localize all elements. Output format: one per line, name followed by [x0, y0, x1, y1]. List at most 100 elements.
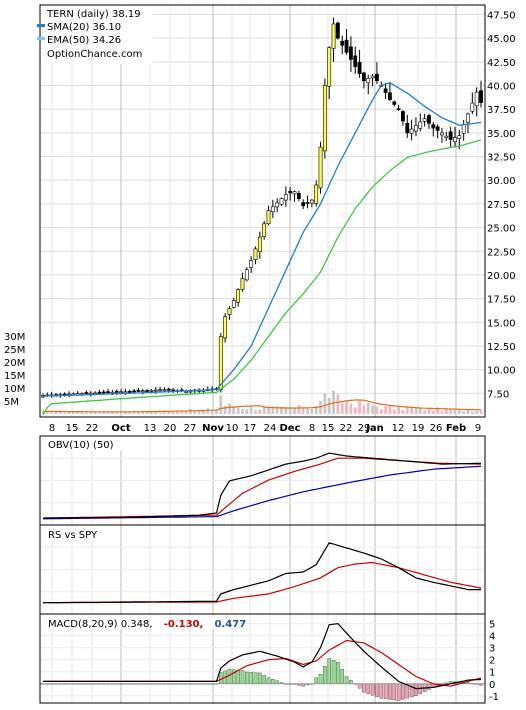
- price-tick-label: 17.50: [487, 295, 516, 306]
- candle-body: [453, 137, 457, 143]
- candle-body: [101, 391, 106, 394]
- sma-legend-swatch: [37, 24, 45, 27]
- volume-bar: [176, 411, 179, 414]
- volume-bar: [401, 409, 405, 414]
- date-tick-label: 20: [164, 423, 177, 434]
- candle-body: [110, 391, 115, 394]
- volume-bar: [150, 411, 153, 414]
- candle-body: [448, 131, 453, 140]
- candle-body: [457, 135, 462, 139]
- volume-bar: [332, 390, 335, 414]
- volume-bar: [379, 409, 383, 414]
- volume-bar: [123, 412, 127, 414]
- volume-bar: [319, 400, 322, 414]
- volume-bar: [71, 411, 75, 414]
- volume-bar: [110, 412, 114, 414]
- volume-bar: [293, 407, 296, 414]
- candle-body: [136, 390, 141, 392]
- volume-bar: [323, 393, 327, 414]
- volume-bar: [158, 411, 162, 414]
- candle-body: [257, 236, 262, 253]
- date-tick-label: Jan: [365, 423, 384, 434]
- macd-histogram-bar: [396, 683, 401, 701]
- date-tick-label: 15: [322, 423, 335, 434]
- candle-body: [119, 391, 123, 394]
- volume-bar: [102, 411, 106, 414]
- candle-body: [479, 90, 483, 103]
- volume-bar: [423, 410, 427, 414]
- candle-body: [331, 23, 336, 49]
- rs-legend-label: RS vs SPY: [48, 530, 98, 541]
- candle-body: [231, 300, 236, 308]
- volume-bar: [137, 412, 140, 414]
- macd-histogram: [40, 658, 485, 701]
- macd-tick-label: 0: [489, 680, 495, 691]
- volume-bar: [115, 411, 119, 414]
- candle-body: [396, 108, 401, 111]
- sma20-line: [42, 81, 482, 397]
- date-tick-label: Nov: [202, 423, 224, 434]
- volume-bar: [362, 405, 366, 414]
- candle-body: [305, 202, 310, 204]
- volume-bar: [223, 405, 227, 414]
- macd-histogram-bar: [357, 683, 362, 689]
- volume-bar: [280, 406, 283, 414]
- candle-body: [140, 390, 145, 393]
- legend-box: [41, 6, 153, 64]
- candle-body: [127, 391, 132, 393]
- candle-body: [466, 113, 470, 123]
- price-tick-label: 37.50: [487, 105, 516, 116]
- macd-line: [43, 622, 482, 690]
- candle-body: [335, 22, 340, 39]
- volume-average-line: [43, 399, 482, 413]
- candle-body: [349, 46, 353, 60]
- macd-tick-label: -1: [489, 692, 499, 703]
- candle-body: [296, 192, 301, 199]
- ema-legend-swatch: [37, 37, 45, 40]
- volume-bar: [314, 405, 318, 414]
- volume-bar: [50, 412, 54, 414]
- macd-histogram-bar: [427, 683, 431, 690]
- macd-panel-frame: [39, 613, 486, 704]
- volume-bar: [262, 407, 266, 414]
- price-tick-label: 20.00: [487, 271, 516, 282]
- macd-histogram-bar: [383, 683, 388, 699]
- macd-histogram-bar: [318, 673, 323, 684]
- candle-body: [283, 194, 288, 201]
- macd-histogram-bar: [370, 683, 375, 696]
- candle-body: [249, 260, 254, 268]
- volume-bar: [154, 411, 158, 414]
- ema50-line: [42, 139, 482, 416]
- volume-bar: [288, 407, 292, 414]
- volume-bar: [349, 403, 353, 414]
- macd-histogram-bar: [401, 683, 405, 700]
- price-tick-label: 47.50: [487, 10, 516, 21]
- candle-body: [409, 128, 414, 134]
- candle-body: [327, 47, 332, 87]
- volume-bar: [232, 406, 236, 414]
- volume-bar: [345, 401, 348, 414]
- candle-body: [362, 72, 366, 82]
- price-tick-label: 15.00: [487, 318, 516, 329]
- candle-body: [366, 78, 371, 84]
- volume-bar: [336, 394, 340, 414]
- macd-histogram-bar: [375, 683, 379, 697]
- volume-bar: [180, 410, 184, 414]
- candle-body: [301, 202, 306, 207]
- candle-body: [392, 101, 397, 105]
- volume-bar: [371, 405, 374, 414]
- volume-bar: [384, 405, 387, 414]
- volume-bar: [106, 412, 110, 414]
- candle-body: [422, 118, 427, 122]
- volume-bar: [45, 410, 49, 414]
- watermark: OptionChance.com: [47, 49, 142, 60]
- volume-bar: [245, 409, 249, 414]
- date-tick-label: 17: [244, 423, 257, 434]
- candle-body: [383, 88, 388, 93]
- candle-body: [314, 184, 319, 204]
- price-tick-label: 32.50: [487, 153, 516, 164]
- volume-bar: [340, 402, 344, 414]
